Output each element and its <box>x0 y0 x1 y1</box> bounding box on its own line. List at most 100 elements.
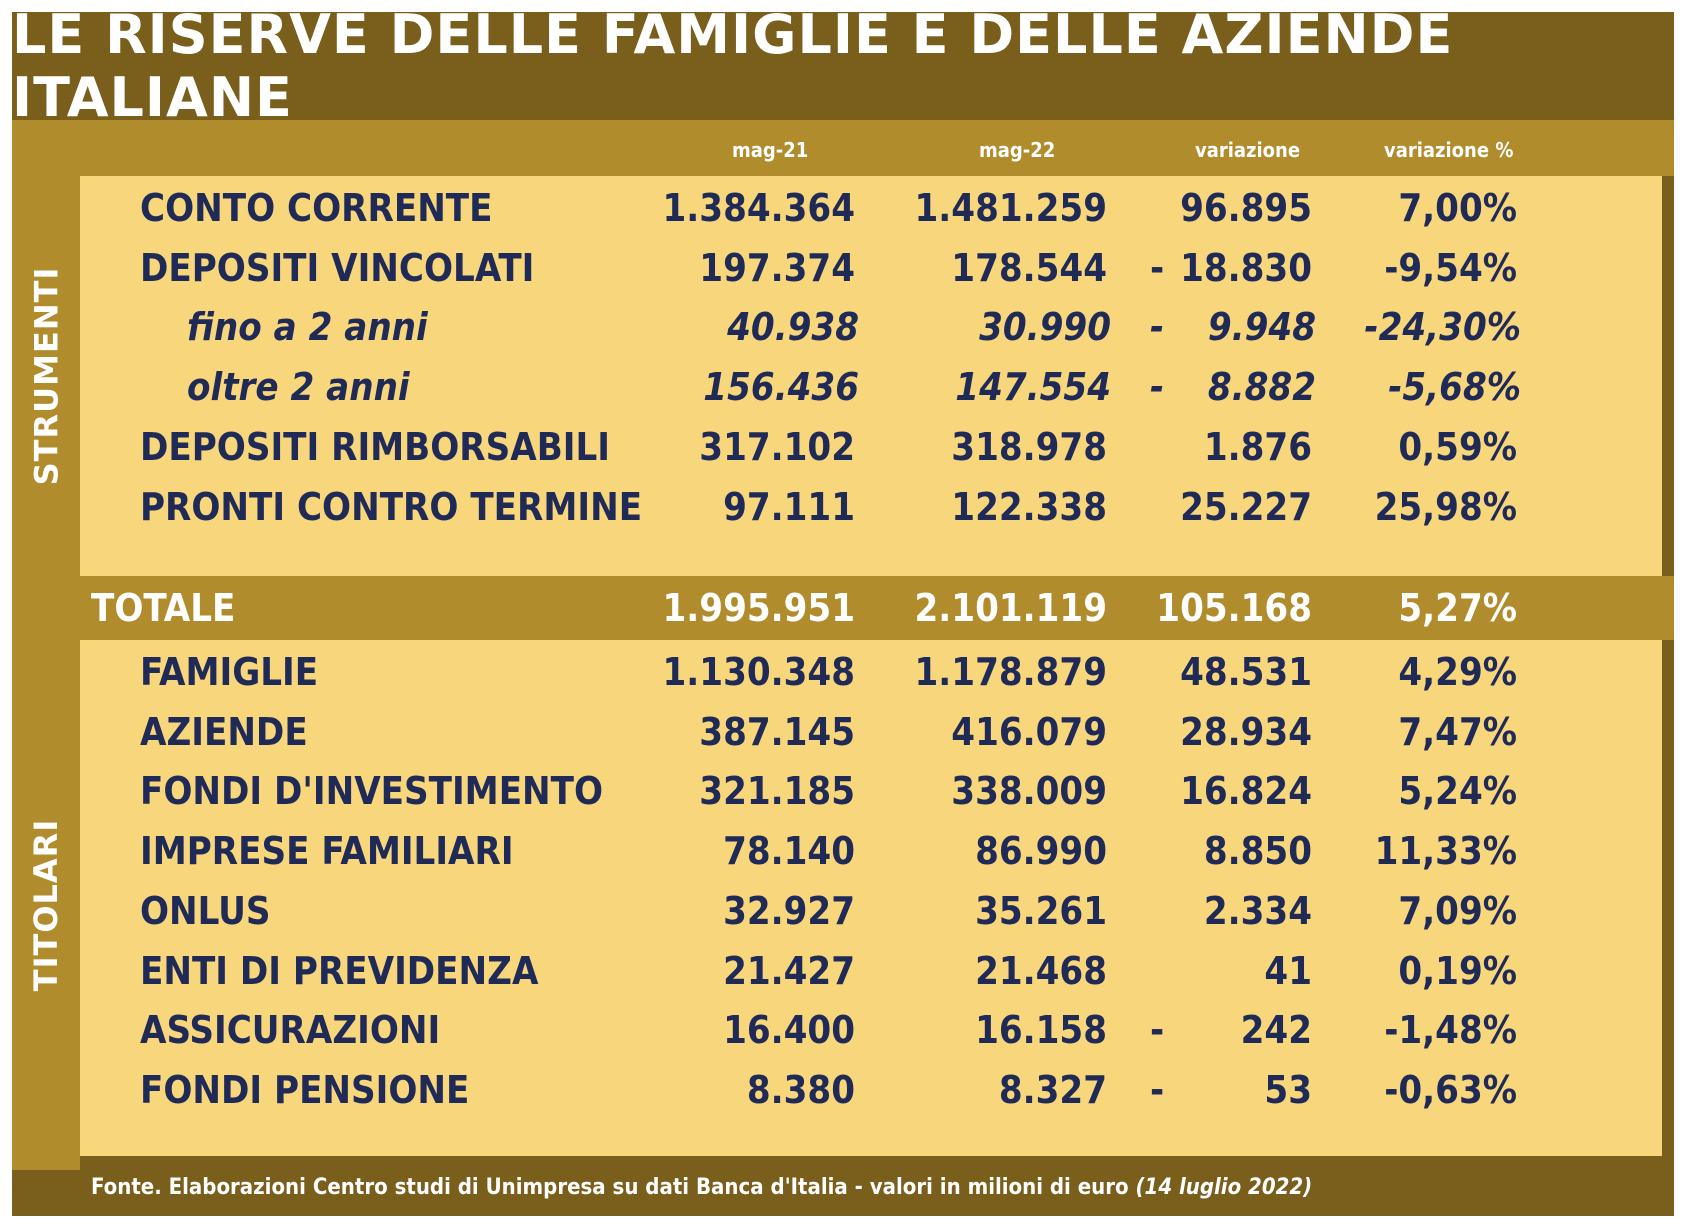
cell-variazione: 16.824 <box>1180 769 1312 814</box>
cell-variazione: 53 <box>1264 1067 1312 1112</box>
table-row: ENTI DI PREVIDENZA 21.427 21.468 41 0,19% <box>80 939 1662 1003</box>
row-label: DEPOSITI RIMBORSABILI <box>140 424 610 469</box>
cell-mag22: 30.990 <box>979 305 1111 350</box>
cell-mag21: 1.130.348 <box>662 650 856 694</box>
table-row: DEPOSITI VINCOLATI 197.374 178.544-18.830 -… <box>80 236 1662 300</box>
cell-mag22: 35.261 <box>975 888 1107 933</box>
cell-mag22: 147.554 <box>955 365 1111 410</box>
side-band-titolari <box>12 640 80 1170</box>
table-row: ONLUS 32.927 35.261 2.334 7,09% <box>80 879 1662 943</box>
table-row: DEPOSITI RIMBORSABILI 317.102 318.978 1.876… <box>80 415 1662 479</box>
column-header-variazione-pct: variazione % <box>1384 138 1514 162</box>
row-label: FAMIGLIE <box>140 650 319 694</box>
cell-variazione: 48.531 <box>1180 650 1312 694</box>
total-variazione: 105.168 <box>1156 586 1312 630</box>
table-frame: LE RISERVE DELLE FAMIGLIE E DELLE AZIEND… <box>12 3 1674 1216</box>
cell-mag21: 156.436 <box>703 365 859 410</box>
table-row: oltre 2 anni 156.436 147.554-8.882 -5,68% <box>80 355 1662 419</box>
cell-mag22: 21.468 <box>975 948 1107 993</box>
cell-variazione: 8.882 <box>1207 365 1316 410</box>
cell-variazione: 25.227 <box>1180 484 1312 529</box>
cell-mag21: 97.111 <box>723 484 855 529</box>
cell-variazione: 28.934 <box>1180 709 1312 754</box>
column-header-mag21: mag-21 <box>732 138 809 162</box>
row-label: CONTO CORRENTE <box>140 186 493 230</box>
cell-mag22: 318.978 <box>951 424 1107 469</box>
chart-title: LE RISERVE DELLE FAMIGLIE E DELLE AZIEND… <box>12 3 1454 129</box>
row-label: AZIENDE <box>140 709 308 754</box>
cell-variazione: 8.850 <box>1203 829 1312 874</box>
cell-mag21: 8.380 <box>746 1067 855 1112</box>
total-row: TOTALE 1.995.951 2.101.119 105.168 5,27% <box>12 576 1674 640</box>
table-row: FONDI PENSIONE 8.380 8.327- 53 -0,63% <box>80 1058 1662 1122</box>
cell-mag21: 317.102 <box>699 424 855 469</box>
table-row: PRONTI CONTRO TERMINE 97.111 122.338 25.227… <box>80 475 1662 539</box>
source-text: Fonte. Elaborazioni Centro studi di Unim… <box>91 1175 1129 1200</box>
cell-variazione: 96.895 <box>1180 186 1312 230</box>
table-row: ASSICURAZIONI 16.400 16.158- 242 -1,48% <box>80 998 1662 1062</box>
table-row: FONDI D'INVESTIMENTO 321.185 338.009 16.824… <box>80 759 1662 823</box>
cell-mag21: 197.374 <box>699 245 855 290</box>
cell-mag21: 78.140 <box>723 829 855 874</box>
cell-mag22: 338.009 <box>951 769 1107 814</box>
total-variazione-pct: 5,27% <box>1398 586 1517 630</box>
cell-variazione-pct: 25,98% <box>1374 484 1517 529</box>
cell-mag22: 122.338 <box>951 484 1107 529</box>
total-mag22: 2.101.119 <box>914 586 1108 630</box>
cell-variazione-pct: 4,29% <box>1398 650 1517 694</box>
cell-variazione-pct: -0,63% <box>1384 1067 1517 1112</box>
row-label: FONDI D'INVESTIMENTO <box>140 769 604 814</box>
side-label-strumenti: STRUMENTI <box>27 266 65 486</box>
row-label: ONLUS <box>140 888 271 933</box>
cell-sign: - <box>1150 365 1165 410</box>
source-note: Fonte. Elaborazioni Centro studi di Unim… <box>91 1170 1312 1206</box>
side-band-strumenti <box>12 176 80 576</box>
source-date: (14 luglio 2022) <box>1135 1175 1313 1200</box>
cell-variazione: 1.876 <box>1203 424 1312 469</box>
cell-variazione-pct: 7,47% <box>1398 709 1517 754</box>
table-row: fino a 2 anni 40.938 30.990-9.948 -24,30% <box>80 295 1662 359</box>
cell-mag22: 178.544 <box>951 245 1107 290</box>
cell-variazione-pct: 11,33% <box>1374 829 1517 874</box>
titolari-panel <box>80 640 1662 1156</box>
column-header-row: mag-21 mag-22 variazione variazione % <box>12 120 1674 176</box>
cell-mag22: 1.481.259 <box>914 186 1108 230</box>
cell-variazione-pct: 7,09% <box>1398 888 1517 933</box>
row-label: ASSICURAZIONI <box>140 1008 441 1053</box>
cell-variazione-pct: -9,54% <box>1384 245 1517 290</box>
row-label: IMPRESE FAMILIARI <box>140 829 514 874</box>
cell-variazione-pct: -24,30% <box>1364 305 1521 350</box>
cell-variazione-pct: -5,68% <box>1388 365 1521 410</box>
cell-mag21: 32.927 <box>723 888 855 933</box>
cell-variazione-pct: -1,48% <box>1384 1008 1517 1053</box>
cell-sign: - <box>1150 1067 1165 1112</box>
cell-variazione: 242 <box>1240 1008 1312 1053</box>
column-header-variazione: variazione <box>1195 138 1301 162</box>
cell-mag21: 16.400 <box>723 1008 855 1053</box>
row-label: ENTI DI PREVIDENZA <box>140 948 539 993</box>
cell-mag22: 416.079 <box>951 709 1107 754</box>
cell-sign: - <box>1150 1008 1165 1053</box>
cell-variazione-pct: 7,00% <box>1398 186 1517 230</box>
cell-sign: - <box>1150 305 1165 350</box>
cell-mag21: 321.185 <box>699 769 855 814</box>
table-row: AZIENDE 387.145 416.079 28.934 7,47% <box>80 700 1662 764</box>
row-label: oltre 2 anni <box>187 365 410 410</box>
row-label: fino a 2 anni <box>187 305 428 350</box>
cell-mag22: 1.178.879 <box>914 650 1108 694</box>
row-label: PRONTI CONTRO TERMINE <box>140 484 643 529</box>
cell-mag21: 40.938 <box>727 305 859 350</box>
cell-variazione: 41 <box>1264 948 1312 993</box>
cell-mag21: 387.145 <box>699 709 855 754</box>
cell-sign: - <box>1150 245 1165 290</box>
cell-mag21: 21.427 <box>723 948 855 993</box>
row-label: FONDI PENSIONE <box>140 1067 470 1112</box>
total-mag21: 1.995.951 <box>662 586 856 630</box>
strumenti-panel <box>80 176 1662 576</box>
cell-mag22: 16.158 <box>975 1008 1107 1053</box>
cell-variazione: 9.948 <box>1207 305 1316 350</box>
cell-variazione-pct: 0,19% <box>1398 948 1517 993</box>
cell-variazione: 18.830 <box>1180 245 1312 290</box>
cell-mag22: 86.990 <box>975 829 1107 874</box>
table-row: CONTO CORRENTE 1.384.364 1.481.259 96.895 7,… <box>80 176 1662 240</box>
